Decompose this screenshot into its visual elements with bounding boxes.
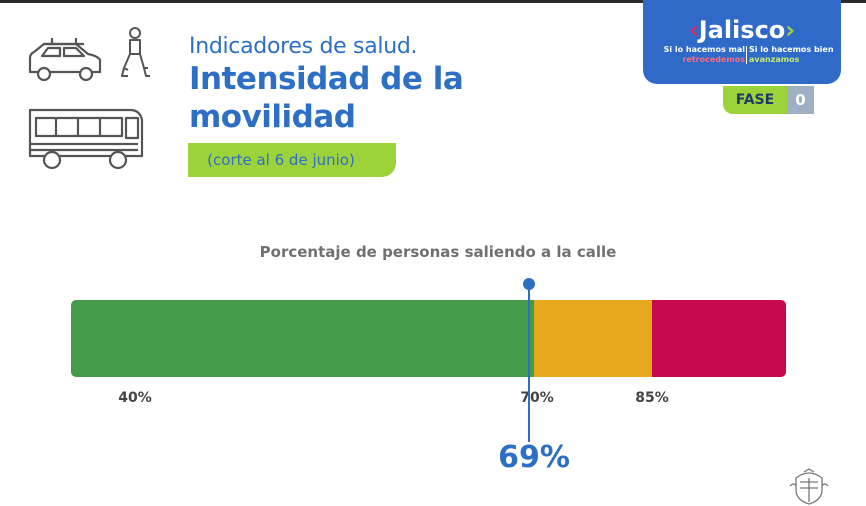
tagline-right-line1: Si lo hacemos bien bbox=[749, 45, 834, 54]
chart-title: Porcentaje de personas saliendo a la cal… bbox=[259, 243, 617, 261]
bar-segment bbox=[534, 300, 652, 377]
date-note: (corte al 6 de junio) bbox=[207, 151, 355, 169]
bar-segment bbox=[652, 300, 786, 377]
page-subtitle: Indicadores de salud. bbox=[189, 34, 418, 59]
page-title: Intensidad de la movilidad bbox=[189, 61, 464, 135]
marker-value: 69% bbox=[498, 440, 570, 475]
brand-name: ‹Jalisco› bbox=[643, 16, 841, 44]
car-icon bbox=[28, 38, 102, 82]
marker-dot bbox=[523, 278, 535, 290]
date-badge: (corte al 6 de junio) bbox=[188, 143, 396, 177]
phase-value: 0 bbox=[787, 86, 814, 114]
crest-icon bbox=[789, 468, 829, 505]
tick-label: 70% bbox=[520, 390, 554, 406]
brand-tagline-left: Si lo hacemos mal retrocedemos bbox=[659, 45, 745, 65]
marker-line bbox=[528, 284, 530, 442]
chevron-left-icon: ‹ bbox=[688, 16, 699, 44]
bus-icon bbox=[28, 108, 144, 170]
phase-badge: FASE 0 bbox=[723, 86, 814, 114]
phase-label: FASE bbox=[735, 92, 775, 108]
tagline-left-line1: Si lo hacemos mal bbox=[663, 45, 745, 54]
brand-tagline-right: Si lo hacemos bien avanzamos bbox=[749, 45, 839, 65]
tick-label: 85% bbox=[635, 390, 669, 406]
top-border bbox=[0, 0, 866, 3]
brand-name-text: Jalisco bbox=[698, 16, 786, 44]
tagline-left-line2: retrocedemos bbox=[682, 55, 745, 64]
mobility-bar bbox=[71, 300, 786, 377]
chevron-right-icon: › bbox=[785, 16, 796, 44]
pedestrian-icon bbox=[121, 27, 150, 77]
tagline-divider bbox=[746, 46, 747, 64]
tick-label: 40% bbox=[118, 390, 152, 406]
tagline-right-line2: avanzamos bbox=[749, 55, 800, 64]
brand-logo: ‹Jalisco› Si lo hacemos mal retrocedemos… bbox=[643, 0, 841, 84]
bar-segment bbox=[71, 300, 534, 377]
